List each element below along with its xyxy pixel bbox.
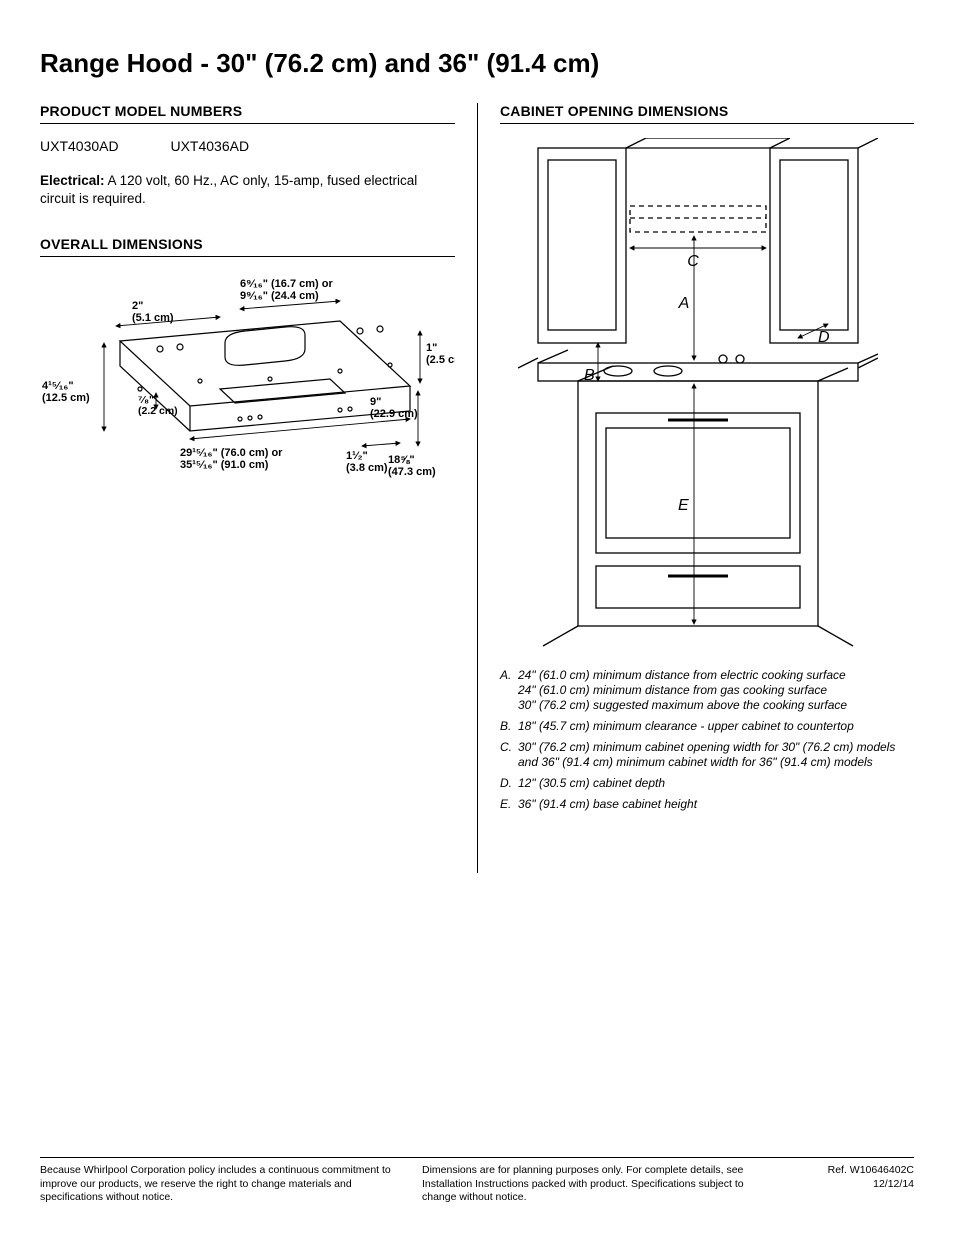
electrical-label: Electrical: (40, 173, 105, 188)
footer-mid: Dimensions are for planning purposes onl… (422, 1164, 778, 1205)
page-title: Range Hood - 30" (76.2 cm) and 36" (91.4… (40, 48, 914, 79)
footer-date: 12/12/14 (804, 1178, 914, 1192)
electrical-note: Electrical: A 120 volt, 60 Hz., AC only,… (40, 172, 455, 208)
legend-letter-e: E. (500, 797, 518, 812)
svg-text:6⁹⁄₁₆" (16.7 cm) or9⁹⁄₁₆" (24.: 6⁹⁄₁₆" (16.7 cm) or9⁹⁄₁₆" (24.4 cm) (240, 278, 333, 302)
section-header-cabinet: CABINET OPENING DIMENSIONS (500, 103, 914, 124)
legend-a: A. 24" (61.0 cm) minimum distance from e… (500, 668, 914, 713)
overall-dimensions-figure: 2"(5.1 cm) 6⁹⁄₁₆" (16.7 cm) or9⁹⁄₁₆" (24… (40, 271, 455, 501)
legend: A. 24" (61.0 cm) minimum distance from e… (500, 668, 914, 812)
model-numbers: UXT4030AD UXT4036AD (40, 138, 455, 154)
legend-text-b: 18" (45.7 cm) minimum clearance - upper … (518, 719, 854, 734)
right-column: CABINET OPENING DIMENSIONS (477, 103, 914, 873)
svg-text:4¹⁵⁄₁₆"(12.5 cm): 4¹⁵⁄₁₆"(12.5 cm) (42, 380, 90, 404)
footer-ref: Ref. W10646402C 12/12/14 (804, 1164, 914, 1205)
svg-text:9"(22.9 cm): 9"(22.9 cm) (370, 396, 418, 420)
legend-letter-c: C. (500, 740, 518, 770)
footer-left: Because Whirlpool Corporation policy inc… (40, 1164, 396, 1205)
letter-b: B (584, 367, 595, 384)
svg-text:1"(2.5 cm): 1"(2.5 cm) (426, 342, 455, 366)
svg-text:29¹⁵⁄₁₆" (76.0 cm) or35¹⁵⁄₁₆": 29¹⁵⁄₁₆" (76.0 cm) or35¹⁵⁄₁₆" (91.0 cm) (180, 447, 283, 471)
legend-d: D. 12" (30.5 cm) cabinet depth (500, 776, 914, 791)
model-1: UXT4030AD (40, 138, 119, 154)
letter-e: E (678, 497, 689, 514)
svg-text:18⅝"(47.3 cm): 18⅝"(47.3 cm) (388, 454, 436, 478)
svg-text:⁷⁄₈"(2.2 cm): ⁷⁄₈"(2.2 cm) (138, 394, 178, 417)
legend-text-d: 12" (30.5 cm) cabinet depth (518, 776, 665, 791)
svg-text:2"(5.1 cm): 2"(5.1 cm) (132, 300, 174, 324)
section-header-overall: OVERALL DIMENSIONS (40, 236, 455, 257)
legend-text-e: 36" (91.4 cm) base cabinet height (518, 797, 697, 812)
columns: PRODUCT MODEL NUMBERS UXT4030AD UXT4036A… (40, 103, 914, 873)
legend-letter-b: B. (500, 719, 518, 734)
letter-c: C (687, 253, 699, 270)
letter-d: D (818, 329, 830, 346)
legend-e: E. 36" (91.4 cm) base cabinet height (500, 797, 914, 812)
legend-c: C. 30" (76.2 cm) minimum cabinet opening… (500, 740, 914, 770)
page: Range Hood - 30" (76.2 cm) and 36" (91.4… (0, 0, 954, 1235)
cabinet-opening-figure: C A B D E (500, 138, 914, 658)
legend-letter-a: A. (500, 668, 518, 713)
legend-text-c: 30" (76.2 cm) minimum cabinet opening wi… (518, 740, 914, 770)
footer-ref-num: Ref. W10646402C (804, 1164, 914, 1178)
legend-letter-d: D. (500, 776, 518, 791)
svg-text:1¹⁄₂"(3.8 cm): 1¹⁄₂"(3.8 cm) (346, 450, 388, 474)
letter-a: A (678, 295, 690, 312)
left-column: PRODUCT MODEL NUMBERS UXT4030AD UXT4036A… (40, 103, 477, 873)
footer: Because Whirlpool Corporation policy inc… (40, 1157, 914, 1205)
section-header-models: PRODUCT MODEL NUMBERS (40, 103, 455, 124)
legend-b: B. 18" (45.7 cm) minimum clearance - upp… (500, 719, 914, 734)
legend-text-a: 24" (61.0 cm) minimum distance from elec… (518, 668, 847, 713)
model-2: UXT4036AD (170, 138, 249, 154)
